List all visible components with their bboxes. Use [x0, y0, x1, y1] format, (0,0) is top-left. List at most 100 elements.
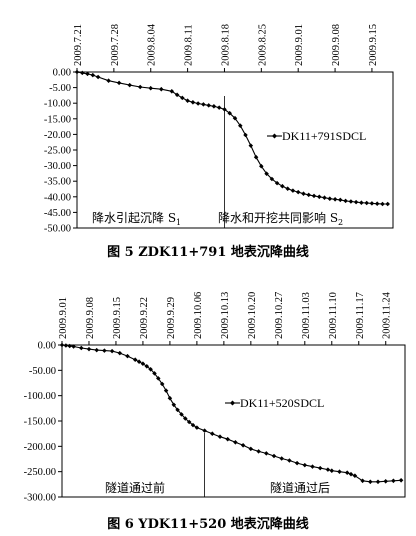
- data-point: [391, 478, 396, 484]
- y-tick-label: -15.00: [44, 114, 71, 125]
- data-point: [302, 462, 308, 468]
- x-tick-label: 2009.9.29: [166, 297, 177, 339]
- annotation-after: 隧道通过后: [270, 480, 330, 495]
- data-point: [90, 72, 96, 78]
- data-point: [106, 78, 111, 83]
- data-point: [353, 199, 359, 205]
- y-tick-label: -35.00: [44, 177, 71, 188]
- data-point: [159, 86, 164, 92]
- data-point: [59, 342, 65, 348]
- data-point: [171, 402, 177, 408]
- x-tick-label: 2009.8.04: [147, 23, 158, 66]
- plot-frame: [61, 344, 406, 498]
- x-tick-label: 2009.8.11: [184, 24, 195, 66]
- data-point: [117, 350, 123, 356]
- data-point: [132, 357, 138, 362]
- data-point: [185, 98, 190, 103]
- data-point: [201, 102, 206, 107]
- y-tick-label: -50.00: [29, 366, 56, 377]
- data-point: [179, 412, 184, 417]
- data-point: [80, 70, 85, 76]
- data-point: [348, 471, 354, 477]
- chart-figure-5: 0.00 -5.00 -10.00 -15.00 -20.00 -25.00 -30.00 -…: [44, 23, 394, 235]
- x-tick-label: 2009.7.28: [110, 24, 121, 66]
- data-point: [79, 345, 84, 351]
- x-tick-label: 2009.10.20: [247, 292, 258, 339]
- data-point: [352, 473, 358, 478]
- data-point: [156, 376, 161, 381]
- data-point: [374, 201, 380, 206]
- legend-marker: [271, 133, 278, 139]
- data-point: [325, 467, 331, 472]
- data-point: [348, 199, 354, 204]
- data-point: [211, 104, 217, 109]
- data-point: [116, 80, 122, 86]
- data-point: [294, 460, 300, 466]
- data-point: [233, 440, 238, 445]
- data-point: [253, 154, 259, 160]
- data-point: [148, 85, 153, 91]
- data-point: [280, 183, 285, 189]
- x-tick-label: 2009.7.21: [73, 24, 84, 66]
- y-tick-label: -20.00: [44, 130, 71, 141]
- data-point: [317, 465, 323, 471]
- data-point: [216, 105, 222, 110]
- data-point: [383, 479, 388, 484]
- series-line: [61, 344, 402, 483]
- data-point: [311, 193, 317, 199]
- data-point: [264, 451, 269, 456]
- annotation-before-subscript: 1: [176, 218, 181, 227]
- data-point: [301, 191, 306, 196]
- data-point: [190, 422, 196, 428]
- data-point: [127, 82, 132, 88]
- data-point: [256, 449, 261, 454]
- y-tick-label: -250.00: [24, 467, 56, 478]
- x-tick-label: 2009.11.10: [328, 292, 339, 339]
- data-point: [329, 468, 335, 473]
- x-tick-label: 2009.10.06: [193, 292, 204, 339]
- x-tick-label: 2009.8.25: [257, 24, 268, 66]
- data-point: [183, 416, 188, 421]
- data-point: [360, 478, 365, 484]
- data-point: [385, 201, 390, 207]
- y-tick-label: -300.00: [24, 493, 56, 504]
- annotation-after-text: 降水和开挖共同影响 S: [218, 210, 338, 225]
- x-tick-label: 2009.10.13: [220, 292, 231, 339]
- x-tick-label: 2009.11.24: [382, 291, 393, 339]
- data-point: [380, 201, 385, 207]
- data-point: [271, 453, 277, 459]
- y-tick-label: -100.00: [24, 391, 56, 402]
- x-tick-label: 2009.10.27: [274, 292, 285, 339]
- data-point: [175, 407, 180, 413]
- legend-label: DK11+791SDCL: [282, 129, 366, 143]
- data-point: [344, 470, 350, 475]
- data-point: [332, 197, 338, 202]
- data-point: [243, 132, 248, 138]
- data-point: [217, 434, 223, 439]
- data-point: [195, 101, 201, 106]
- y-tick-label: -10.00: [44, 99, 71, 110]
- data-point: [190, 100, 196, 105]
- y-tick-label: -45.00: [44, 208, 71, 219]
- x-tick-label: 2009.9.08: [85, 297, 96, 339]
- data-point: [375, 479, 381, 485]
- data-point: [102, 348, 107, 353]
- annotation-before: 隧道通过前: [105, 480, 165, 495]
- x-tick-label: 2009.9.15: [112, 297, 123, 339]
- data-point: [368, 479, 373, 485]
- y-tick-label: -200.00: [24, 442, 56, 453]
- y-tick-label: 0.00: [53, 68, 71, 79]
- y-tick-label: -50.00: [44, 224, 71, 235]
- data-point: [359, 200, 364, 205]
- data-point: [337, 469, 342, 474]
- data-point: [94, 347, 99, 353]
- y-tick-label: -40.00: [44, 192, 71, 203]
- data-point: [295, 189, 301, 195]
- data-point: [225, 436, 230, 442]
- data-point: [287, 458, 292, 463]
- data-point: [206, 103, 211, 108]
- data-point: [86, 346, 92, 352]
- data-point: [322, 195, 327, 200]
- x-tick-label: 2009.9.15: [368, 24, 379, 66]
